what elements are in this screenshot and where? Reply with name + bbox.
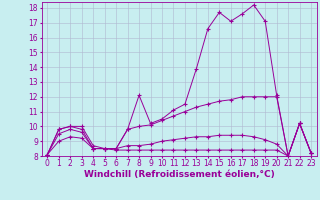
- X-axis label: Windchill (Refroidissement éolien,°C): Windchill (Refroidissement éolien,°C): [84, 170, 275, 179]
